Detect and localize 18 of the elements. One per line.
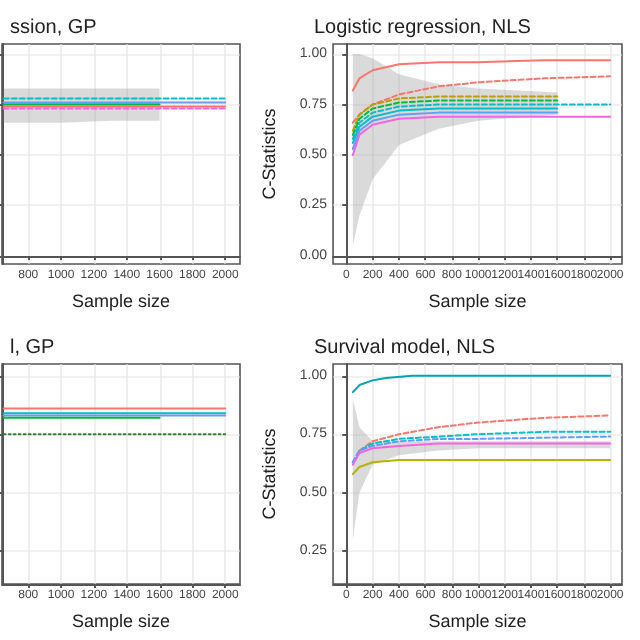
line-series (351, 374, 612, 394)
chart-title: l, GP (10, 337, 56, 359)
chart-title: ssion, GP (10, 17, 98, 39)
chart-title: Survival model, NLS (314, 337, 496, 359)
y-axis-title: C-Statistics (259, 427, 279, 520)
chart-title: Logistic regression, NLS (314, 17, 532, 39)
y-axis-title: C-Statistics (259, 107, 279, 200)
line-series (351, 442, 612, 466)
line-series (351, 458, 612, 475)
line-series (351, 75, 612, 124)
x-axis-title: Sample size (428, 291, 527, 311)
line-series (351, 59, 612, 92)
line-series (351, 115, 612, 157)
x-axis-title: Sample size (71, 611, 171, 631)
x-axis-title: Sample size (428, 611, 527, 631)
line-series (351, 111, 559, 150)
line-series (358, 414, 612, 452)
x-axis-title: Sample size (71, 291, 171, 311)
